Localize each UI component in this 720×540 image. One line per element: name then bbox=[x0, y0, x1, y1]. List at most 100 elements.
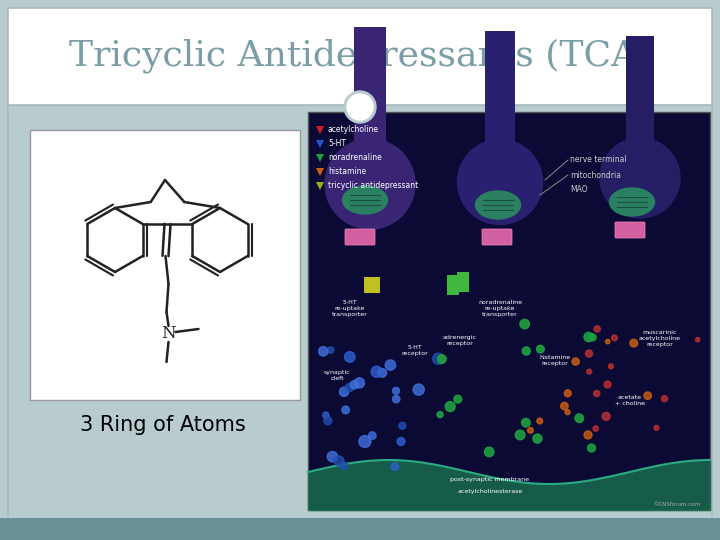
Circle shape bbox=[485, 447, 494, 457]
Circle shape bbox=[359, 435, 371, 448]
FancyBboxPatch shape bbox=[485, 31, 515, 145]
FancyBboxPatch shape bbox=[8, 105, 712, 520]
Text: MAO: MAO bbox=[570, 186, 588, 194]
Circle shape bbox=[644, 392, 652, 400]
Text: mitochondria: mitochondria bbox=[570, 171, 621, 179]
Polygon shape bbox=[316, 154, 324, 162]
Circle shape bbox=[397, 437, 405, 446]
Circle shape bbox=[600, 138, 680, 218]
Circle shape bbox=[328, 347, 334, 353]
Circle shape bbox=[445, 402, 455, 411]
Circle shape bbox=[593, 390, 600, 396]
Text: acetate
+ choline: acetate + choline bbox=[615, 395, 645, 406]
Circle shape bbox=[392, 395, 400, 403]
Circle shape bbox=[369, 432, 376, 440]
Text: 5-HT
receptor: 5-HT receptor bbox=[402, 345, 428, 356]
Text: tricyclic antidepressant: tricyclic antidepressant bbox=[328, 181, 418, 191]
Circle shape bbox=[572, 358, 580, 365]
Text: N: N bbox=[161, 326, 176, 342]
Circle shape bbox=[593, 426, 598, 431]
Circle shape bbox=[385, 360, 396, 370]
Polygon shape bbox=[316, 168, 324, 176]
Circle shape bbox=[340, 462, 348, 470]
Circle shape bbox=[606, 339, 610, 344]
Polygon shape bbox=[316, 140, 324, 148]
FancyBboxPatch shape bbox=[482, 229, 512, 245]
FancyBboxPatch shape bbox=[626, 36, 654, 143]
Circle shape bbox=[585, 350, 593, 357]
Text: histamine: histamine bbox=[328, 167, 366, 177]
Circle shape bbox=[457, 139, 542, 225]
Circle shape bbox=[350, 381, 359, 389]
FancyBboxPatch shape bbox=[30, 130, 300, 400]
Circle shape bbox=[662, 396, 667, 402]
Text: 5-HT: 5-HT bbox=[328, 139, 346, 148]
Circle shape bbox=[344, 352, 355, 362]
Circle shape bbox=[334, 456, 344, 466]
Circle shape bbox=[346, 383, 354, 392]
Circle shape bbox=[371, 366, 382, 377]
Circle shape bbox=[589, 334, 596, 341]
Text: histamine
receptor: histamine receptor bbox=[539, 355, 570, 366]
Text: ©CNSforum.com: ©CNSforum.com bbox=[653, 503, 700, 508]
Circle shape bbox=[520, 319, 529, 329]
Circle shape bbox=[564, 390, 571, 397]
FancyBboxPatch shape bbox=[457, 272, 469, 292]
Circle shape bbox=[536, 345, 544, 353]
Text: 5-HT
re-uptake
transporter: 5-HT re-uptake transporter bbox=[332, 300, 368, 316]
Circle shape bbox=[324, 416, 332, 424]
Circle shape bbox=[533, 434, 542, 443]
Circle shape bbox=[438, 355, 446, 363]
Circle shape bbox=[391, 463, 399, 470]
Circle shape bbox=[399, 422, 406, 429]
Circle shape bbox=[344, 91, 376, 123]
Text: acetylcholine: acetylcholine bbox=[328, 125, 379, 134]
Circle shape bbox=[654, 426, 659, 430]
Circle shape bbox=[413, 384, 424, 395]
FancyBboxPatch shape bbox=[0, 518, 720, 540]
Text: muscarinic
acetylcholine
receptor: muscarinic acetylcholine receptor bbox=[639, 330, 681, 347]
Circle shape bbox=[323, 412, 329, 418]
FancyBboxPatch shape bbox=[345, 229, 375, 245]
FancyBboxPatch shape bbox=[354, 27, 386, 144]
Circle shape bbox=[588, 444, 595, 452]
Circle shape bbox=[696, 338, 700, 342]
Circle shape bbox=[342, 406, 349, 414]
Circle shape bbox=[516, 430, 525, 440]
Circle shape bbox=[378, 369, 387, 377]
Text: post-synaptic membrane: post-synaptic membrane bbox=[451, 477, 529, 483]
Text: acetylcholinesterase: acetylcholinesterase bbox=[457, 489, 523, 495]
Polygon shape bbox=[316, 126, 324, 134]
Ellipse shape bbox=[610, 188, 654, 216]
Circle shape bbox=[354, 378, 364, 388]
Circle shape bbox=[325, 139, 415, 229]
Text: noradrenaline: noradrenaline bbox=[328, 153, 382, 163]
Text: synaptic
cleft: synaptic cleft bbox=[324, 370, 351, 381]
Circle shape bbox=[584, 332, 593, 342]
Circle shape bbox=[604, 381, 611, 388]
Circle shape bbox=[521, 418, 530, 427]
Circle shape bbox=[528, 428, 534, 433]
Polygon shape bbox=[316, 182, 324, 190]
Circle shape bbox=[602, 413, 610, 420]
Ellipse shape bbox=[475, 191, 521, 219]
Circle shape bbox=[433, 353, 444, 365]
Circle shape bbox=[437, 411, 443, 417]
Circle shape bbox=[565, 410, 570, 415]
Circle shape bbox=[594, 326, 600, 332]
Text: Tricyclic Antidepressants (TCA): Tricyclic Antidepressants (TCA) bbox=[69, 39, 651, 73]
Circle shape bbox=[454, 395, 462, 403]
Text: adrenergic
receptor: adrenergic receptor bbox=[443, 335, 477, 346]
Circle shape bbox=[587, 369, 592, 374]
FancyBboxPatch shape bbox=[447, 275, 459, 295]
FancyBboxPatch shape bbox=[615, 222, 645, 238]
FancyBboxPatch shape bbox=[364, 277, 380, 293]
Circle shape bbox=[630, 339, 638, 347]
Circle shape bbox=[318, 347, 328, 356]
Text: 3 Ring of Atoms: 3 Ring of Atoms bbox=[80, 415, 246, 435]
Ellipse shape bbox=[343, 186, 387, 214]
Text: noradrenaline
re-uptake
transporter: noradrenaline re-uptake transporter bbox=[478, 300, 522, 316]
Circle shape bbox=[522, 347, 531, 355]
Circle shape bbox=[537, 418, 543, 424]
Circle shape bbox=[584, 431, 592, 439]
